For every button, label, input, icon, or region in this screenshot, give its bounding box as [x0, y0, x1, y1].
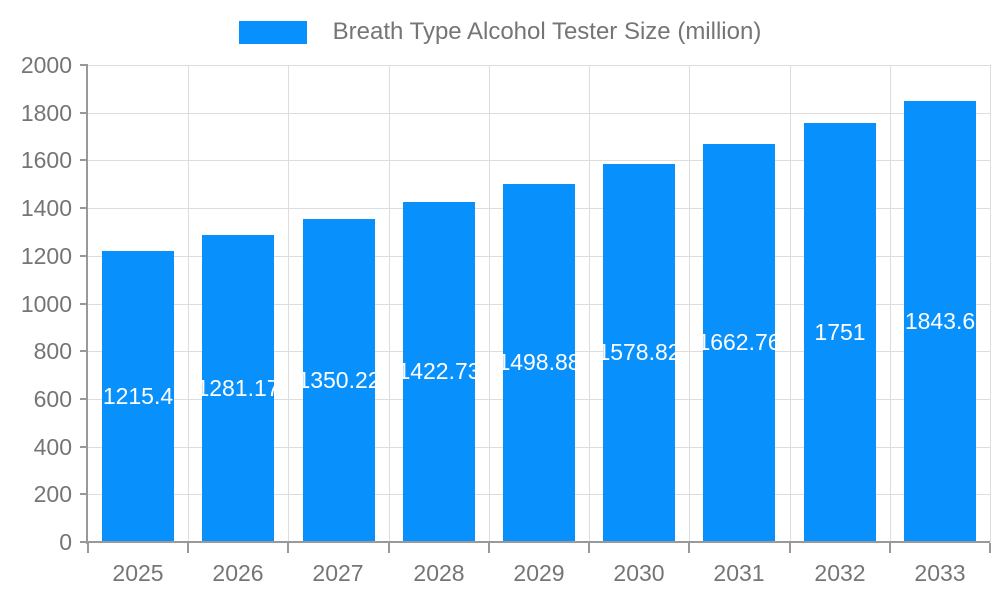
y-axis-tick [80, 159, 88, 161]
gridline-vertical [288, 65, 289, 542]
y-axis-tick [80, 112, 88, 114]
bar[interactable]: 1281.17 [202, 235, 274, 541]
x-axis-label: 2032 [814, 560, 866, 586]
y-axis-label: 1400 [20, 195, 72, 221]
y-axis-label: 200 [33, 481, 72, 507]
x-axis-line [88, 541, 990, 543]
x-axis-tick [989, 543, 991, 553]
x-axis-tick [789, 543, 791, 553]
bar[interactable]: 1350.22 [303, 219, 375, 541]
gridline-horizontal [88, 113, 990, 114]
y-axis-tick [80, 255, 88, 257]
y-axis-line [86, 65, 88, 544]
bar[interactable]: 1662.76 [703, 144, 775, 541]
gridline-vertical [689, 65, 690, 542]
bar-value-label: 1281.17 [202, 374, 274, 401]
x-axis-label: 2025 [112, 560, 164, 586]
bar-value-label: 1350.22 [303, 366, 375, 393]
x-axis-tick [889, 543, 891, 553]
gridline-horizontal [88, 160, 990, 161]
gridline-vertical [990, 65, 991, 542]
bar-value-label: 1662.76 [703, 329, 775, 355]
x-axis-tick [287, 543, 289, 553]
y-axis-label: 2000 [20, 52, 72, 78]
y-axis-tick [80, 303, 88, 305]
y-axis-tick [80, 493, 88, 495]
y-axis-label: 400 [33, 434, 72, 460]
bar[interactable]: 1843.6 [904, 101, 976, 541]
x-axis-label: 2026 [212, 560, 264, 586]
y-axis-tick [80, 350, 88, 352]
x-axis-tick [87, 543, 89, 553]
bar[interactable]: 1578.82 [603, 164, 675, 541]
x-axis-tick [588, 543, 590, 553]
bar-value-label: 1578.82 [603, 339, 675, 365]
y-axis-tick [80, 541, 88, 543]
gridline-vertical [790, 65, 791, 542]
y-axis-tick [80, 446, 88, 448]
x-axis-label: 2029 [513, 560, 565, 586]
gridline-vertical [188, 65, 189, 542]
x-axis-tick [187, 543, 189, 553]
bar-value-label: 1843.6 [904, 307, 976, 334]
bar[interactable]: 1498.88 [503, 184, 575, 541]
y-axis-label: 1000 [20, 291, 72, 317]
bar[interactable]: 1215.4 [102, 251, 174, 541]
x-axis-tick [388, 543, 390, 553]
gridline-vertical [589, 65, 590, 542]
y-axis-tick [80, 207, 88, 209]
y-axis-label: 1800 [20, 100, 72, 126]
bar[interactable]: 1422.73 [403, 202, 475, 541]
x-axis-label: 2030 [613, 560, 665, 586]
y-axis-label: 800 [33, 338, 72, 364]
x-axis-label: 2031 [713, 560, 765, 586]
x-axis-label: 2033 [914, 560, 966, 586]
gridline-vertical [890, 65, 891, 542]
legend-label: Breath Type Alcohol Tester Size (million… [332, 18, 762, 45]
y-axis-label: 600 [33, 386, 72, 412]
y-axis-label: 1200 [20, 243, 72, 269]
bar-value-label: 1215.4 [102, 382, 174, 409]
gridline-vertical [389, 65, 390, 542]
gridline-horizontal [88, 65, 990, 66]
y-axis-tick [80, 398, 88, 400]
y-axis-label: 1600 [20, 147, 72, 173]
x-axis-tick [488, 543, 490, 553]
y-axis-tick [80, 64, 88, 66]
x-axis-label: 2027 [312, 560, 364, 586]
y-axis-label: 0 [59, 529, 72, 555]
gridline-vertical [489, 65, 490, 542]
x-axis-tick [688, 543, 690, 553]
bar-value-label: 1751 [814, 318, 866, 345]
bar[interactable]: 1751 [804, 123, 876, 541]
legend-swatch-icon [238, 20, 307, 44]
bar-value-label: 1498.88 [503, 349, 575, 375]
bar-value-label: 1422.73 [403, 358, 475, 384]
legend-item[interactable]: Breath Type Alcohol Tester Size (million… [0, 14, 1000, 50]
x-axis-label: 2028 [413, 560, 465, 586]
